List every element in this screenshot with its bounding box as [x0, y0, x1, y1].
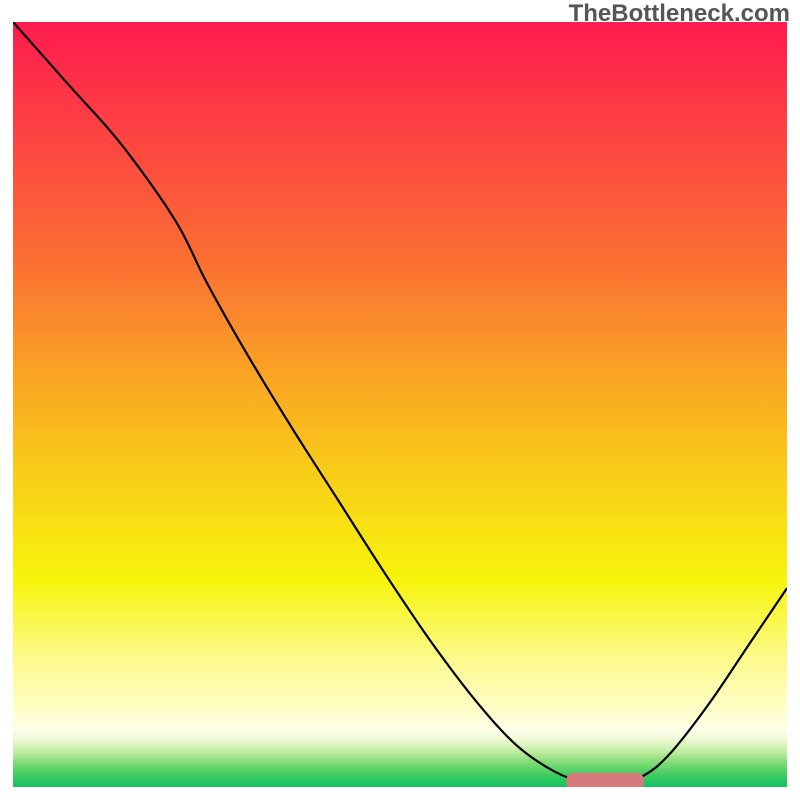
plot-svg [13, 22, 787, 787]
chart-container: TheBottleneck.com [0, 0, 800, 800]
watermark-text: TheBottleneck.com [569, 0, 790, 28]
plot-area [13, 22, 787, 787]
gradient-background [13, 22, 787, 787]
optimal-range-marker [566, 773, 643, 787]
